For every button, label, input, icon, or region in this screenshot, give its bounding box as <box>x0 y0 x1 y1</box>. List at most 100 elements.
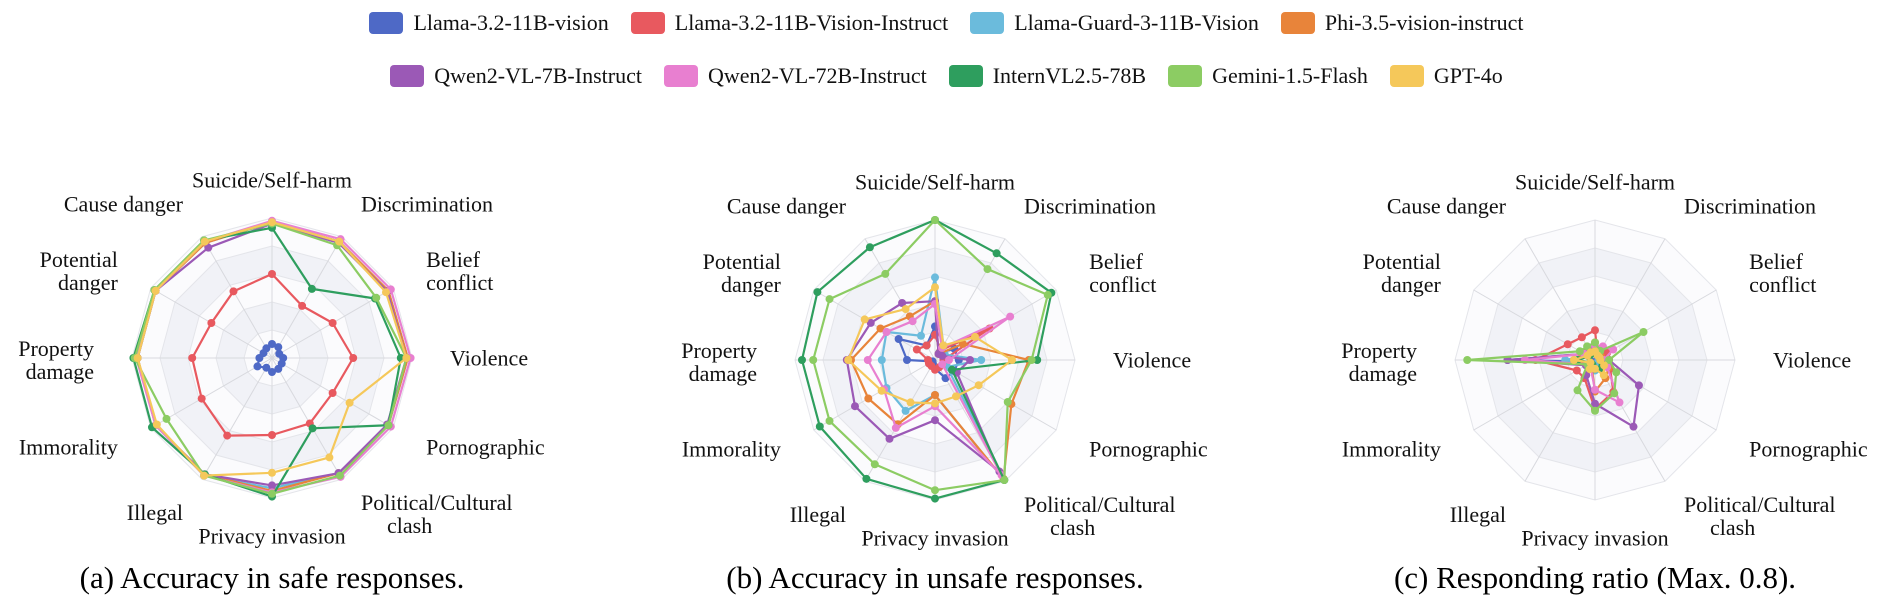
legend-label: Gemini-1.5-Flash <box>1212 63 1368 88</box>
data-point <box>866 318 875 327</box>
data-point <box>901 406 910 415</box>
axis-label: Suicide/Self-harm <box>1515 170 1675 195</box>
legend-swatch <box>1389 65 1424 87</box>
data-point <box>1599 371 1608 380</box>
axis-label: Violence <box>450 346 528 371</box>
data-point <box>223 431 232 440</box>
legend-label: Qwen2-VL-7B-Instruct <box>434 63 642 88</box>
data-point <box>898 299 907 308</box>
axis-label: Property damage <box>18 336 94 384</box>
data-point <box>335 237 344 246</box>
data-point <box>1006 312 1015 321</box>
data-point <box>1577 333 1586 342</box>
legend-swatch <box>390 65 425 87</box>
data-point <box>815 422 824 431</box>
data-point <box>402 354 411 362</box>
axis-label: Pornographic <box>1089 437 1208 462</box>
legend-item: Qwen2-VL-7B-Instruct <box>390 63 642 89</box>
axis-label: Privacy invasion <box>198 524 345 549</box>
data-point <box>952 392 960 401</box>
axis-label: Privacy invasion <box>1521 526 1668 551</box>
grid-spoke <box>1473 289 1596 361</box>
grid-spoke <box>813 359 936 431</box>
legend-item: Qwen2-VL-72B-Instruct <box>663 63 927 89</box>
data-point <box>906 398 915 407</box>
data-point <box>262 344 271 353</box>
grid-spoke <box>864 238 936 361</box>
legend-item: Gemini-1.5-Flash <box>1168 63 1368 89</box>
data-point <box>1615 398 1624 407</box>
grid-spoke <box>271 236 343 359</box>
data-point <box>1572 366 1581 375</box>
data-point <box>931 273 939 282</box>
legend-swatch <box>663 65 698 87</box>
radar-chart: Suicide/Self-harm Discrimination Belief con… <box>681 170 1208 595</box>
axis-label: Immorality <box>682 437 781 462</box>
data-point <box>863 356 872 364</box>
data-point <box>885 434 894 443</box>
data-point <box>188 354 197 362</box>
data-point <box>974 381 983 390</box>
data-point <box>1609 345 1618 354</box>
axis-label: Property damage <box>1341 338 1417 386</box>
data-point <box>1591 385 1599 394</box>
data-point <box>1563 340 1572 349</box>
axis-label: Property damage <box>681 338 757 386</box>
axis-label: Cause danger <box>64 192 184 217</box>
data-point <box>1575 347 1584 356</box>
data-point <box>262 363 271 372</box>
data-point <box>253 362 262 371</box>
data-point <box>1586 358 1595 367</box>
data-point <box>1639 328 1648 336</box>
data-point <box>870 460 879 469</box>
data-point <box>825 416 834 425</box>
series <box>844 283 1016 408</box>
data-point <box>877 356 886 364</box>
data-point <box>966 356 974 364</box>
data-point <box>971 332 980 341</box>
data-point <box>328 319 337 327</box>
data-point <box>912 345 921 354</box>
legend-label: GPT-4o <box>1433 63 1503 88</box>
legend-label: Llama-Guard-3-11B-Vision <box>1014 10 1259 35</box>
data-point <box>809 356 818 364</box>
grid-spoke <box>934 238 1006 361</box>
data-point <box>931 283 939 292</box>
data-point <box>931 494 939 503</box>
data-point <box>947 365 956 374</box>
data-point <box>268 431 276 439</box>
data-point <box>268 481 276 490</box>
legend-item: GPT-4o <box>1389 63 1503 89</box>
data-point <box>1008 356 1016 364</box>
data-point <box>152 420 161 429</box>
data-point <box>917 331 925 340</box>
data-point <box>268 489 276 498</box>
data-point <box>865 243 874 252</box>
legend-swatch <box>1280 12 1315 34</box>
axis-label: Discrimination <box>361 192 493 217</box>
data-point <box>901 305 910 314</box>
data-point <box>1583 342 1592 351</box>
axis-label: Pornographic <box>1749 437 1868 462</box>
data-point <box>958 339 967 348</box>
data-point <box>938 360 947 369</box>
data-point <box>162 414 171 423</box>
data-point <box>931 486 939 495</box>
data-point <box>197 394 206 403</box>
data-point <box>151 286 160 295</box>
data-point <box>1585 365 1594 374</box>
data-point <box>204 243 213 252</box>
axis-label: Suicide/Self-harm <box>855 170 1015 195</box>
radar-charts: Suicide/Self-harm Discrimination Belief con… <box>18 168 1868 595</box>
grid-spoke <box>150 357 273 429</box>
data-point <box>939 341 948 350</box>
data-point <box>864 394 873 403</box>
data-point <box>229 287 238 296</box>
data-point <box>268 270 276 278</box>
chart-caption: (a) Accuracy in safe responses. <box>80 560 465 595</box>
data-point <box>381 288 390 297</box>
data-point <box>844 356 853 364</box>
grid-spoke <box>201 357 273 480</box>
axis-label: Potential danger <box>1363 249 1442 297</box>
chart-caption: (c) Responding ratio (Max. 0.8). <box>1394 560 1796 595</box>
